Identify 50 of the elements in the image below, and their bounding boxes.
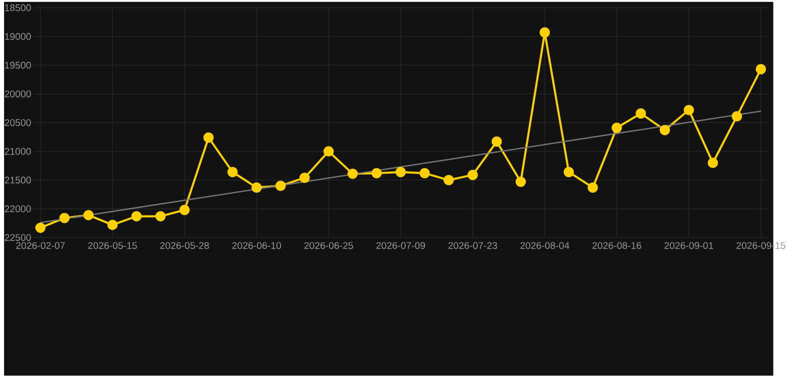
y-tick-label: 20000: [4, 90, 31, 98]
point: [347, 168, 358, 180]
point: [636, 108, 646, 119]
x-tick-label: 2026-07-23: [448, 242, 498, 250]
x-tick-label: 2026-09-01: [664, 242, 714, 250]
x-tick-label: 2026-05-28: [160, 242, 209, 250]
point: [59, 212, 70, 224]
point: [420, 168, 430, 178]
point: [323, 146, 334, 157]
y-tick-label: 19000: [5, 33, 31, 40]
point: [444, 175, 454, 186]
point: [396, 166, 406, 178]
point: [492, 136, 502, 147]
point: [612, 122, 622, 134]
y-tick-label: 21500: [4, 176, 31, 184]
y-tick-label: 22000: [4, 205, 31, 212]
point: [107, 220, 118, 230]
point: [684, 104, 694, 116]
x-tick-label: 2026-06-25: [304, 242, 354, 250]
point: [371, 168, 382, 178]
point: [708, 158, 718, 168]
y-tick-label: 19500: [5, 62, 31, 69]
point: [732, 111, 742, 122]
point: [83, 210, 94, 220]
x-tick-label: 2026-02-07: [16, 242, 65, 250]
point: [756, 64, 766, 74]
point: [299, 172, 310, 184]
x-tick-label: 2026-06-10: [232, 242, 282, 250]
x-tick-label: 2026-07-09: [376, 242, 426, 250]
y-tick-label: 20500: [4, 119, 31, 126]
y-tick-label: 18500: [5, 4, 31, 12]
point: [540, 27, 550, 38]
point: [251, 182, 262, 193]
x-tick-label: 2026-05-15: [88, 242, 137, 250]
point: [131, 211, 142, 222]
point: [35, 222, 46, 234]
point: [516, 176, 526, 188]
x-tick-label: 2026-08-16: [592, 242, 642, 250]
point: [660, 125, 670, 136]
point: [275, 180, 286, 192]
y-tick-label: 21000: [4, 148, 31, 155]
point: [564, 166, 574, 178]
point: [468, 170, 478, 180]
point: [227, 166, 238, 178]
point: [203, 132, 214, 143]
y-tick-label: 22500: [4, 234, 31, 242]
point: [588, 182, 598, 193]
x-tick-label: 2026-08-04: [520, 242, 570, 250]
point: [179, 204, 190, 216]
point: [155, 211, 166, 222]
